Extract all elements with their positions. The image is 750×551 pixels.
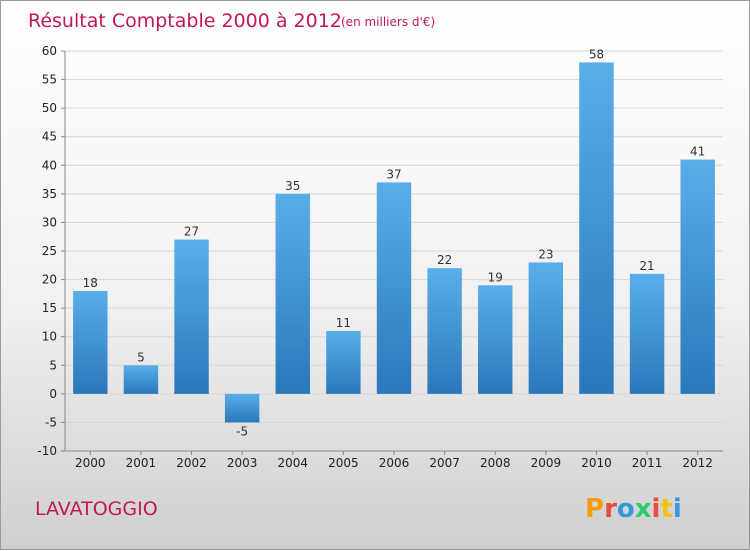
data-label-2012: 41	[690, 145, 705, 159]
bar-2009	[528, 262, 564, 394]
x-tick-label: 2005	[328, 456, 359, 470]
y-axis-ticks: -10 -5 0 5 10 15 20 25 30 35 40 45 50 55 60	[37, 44, 65, 458]
y-tick-label: 0	[49, 387, 57, 401]
x-tick-label: 2009	[531, 456, 562, 470]
y-tick-label: 5	[49, 358, 57, 372]
data-label-2011: 21	[639, 259, 654, 273]
y-tick-label: 35	[42, 187, 57, 201]
bar-2008	[478, 285, 513, 394]
data-label-2008: 19	[488, 270, 503, 284]
data-label-2000: 18	[83, 276, 98, 290]
y-tick-label: 30	[42, 215, 57, 229]
x-tick-label: 2000	[75, 456, 106, 470]
x-tick-label: 2012	[682, 456, 713, 470]
x-tick-label: 2004	[277, 456, 308, 470]
bar-2012	[680, 159, 715, 394]
x-tick-label: 2010	[581, 456, 612, 470]
data-label-2010: 58	[589, 47, 604, 61]
x-axis-ticks: 2000 2001 2002 2003 2004 2005 2006 2007 2008 2009…	[75, 451, 713, 470]
data-label-2009: 23	[538, 247, 553, 261]
y-tick-label: 25	[42, 244, 57, 258]
proxiti-logo: Proxiti	[585, 494, 682, 524]
bars	[73, 62, 715, 423]
data-label-2001: 5	[137, 350, 145, 364]
x-tick-label: 2001	[126, 456, 157, 470]
y-tick-label: 10	[42, 330, 57, 344]
bar-2010	[579, 62, 614, 394]
data-label-2005: 11	[336, 316, 351, 330]
data-label-2002: 27	[184, 225, 199, 239]
bar-2003	[224, 393, 260, 423]
bar-2011	[629, 273, 665, 394]
y-tick-label: 15	[42, 301, 57, 315]
y-tick-label: 55	[42, 73, 57, 87]
x-tick-label: 2008	[480, 456, 511, 470]
x-tick-label: 2011	[632, 456, 663, 470]
y-tick-label: -10	[37, 444, 57, 458]
data-labels: 18 5 27 -5 35 11 37 22 19 23 58 21 41	[83, 47, 706, 438]
bar-2007	[427, 268, 462, 394]
y-tick-label: 60	[42, 44, 57, 58]
bar-2004	[275, 193, 310, 394]
bar-2005	[326, 331, 361, 394]
data-label-2006: 37	[386, 167, 401, 181]
x-tick-label: 2002	[176, 456, 207, 470]
bar-2000	[73, 291, 108, 394]
data-label-2003: -5	[236, 424, 248, 438]
x-tick-label: 2006	[379, 456, 410, 470]
y-tick-label: 20	[42, 273, 57, 287]
x-tick-label: 2007	[429, 456, 460, 470]
data-label-2007: 22	[437, 253, 452, 267]
x-tick-label: 2003	[227, 456, 258, 470]
y-tick-label: 45	[42, 130, 57, 144]
y-tick-label: 50	[42, 101, 57, 115]
commune-name: LAVATOGGIO	[35, 498, 158, 520]
chart-title: Résultat Comptable 2000 à 2012	[28, 10, 342, 32]
bar-2002	[174, 239, 209, 394]
chart-subtitle: (en milliers d'€)	[341, 15, 435, 29]
y-tick-label: 40	[42, 158, 57, 172]
bar-2006	[376, 182, 412, 394]
data-label-2004: 35	[285, 179, 300, 193]
y-tick-label: -5	[45, 415, 57, 429]
bar-2001	[123, 365, 159, 394]
